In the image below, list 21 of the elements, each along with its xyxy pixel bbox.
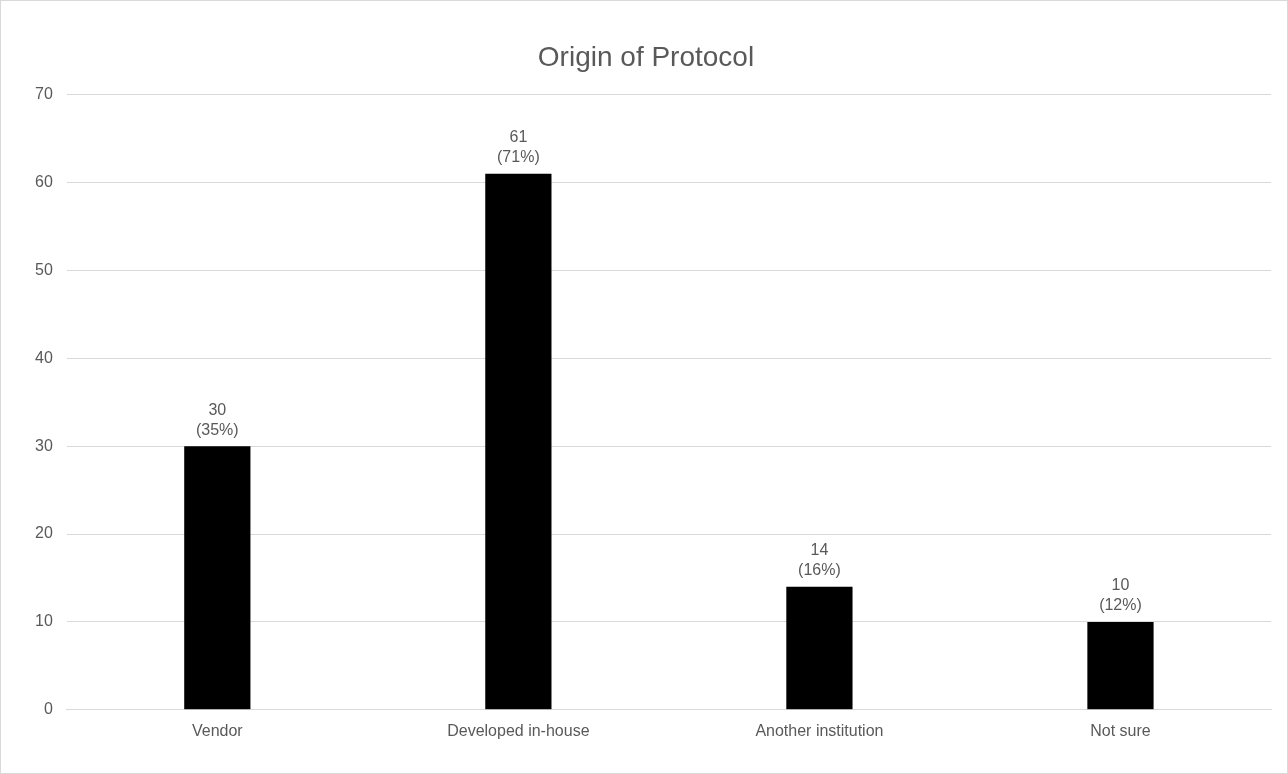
y-tick-label: 20 [35,524,53,542]
x-tick-label: Developed in-house [447,721,590,739]
bar [786,586,853,710]
x-tick-label: Vendor [191,721,244,739]
bar [184,446,251,710]
y-tick-label: 50 [35,260,53,278]
y-tick-label: 0 [43,700,53,718]
y-tick-label: 40 [35,348,53,366]
data-label: 30 (35%) [195,400,239,438]
bar [485,173,552,710]
chart-title: Origin of Protocol [537,40,755,72]
data-label: 14 (16%) [798,541,841,579]
x-tick-label: Another institution [755,721,884,739]
bar [1087,621,1154,710]
y-tick-label: 70 [35,85,53,103]
y-tick-label: 30 [35,436,53,454]
data-label: 61 (71%) [497,128,540,166]
y-tick-label: 10 [35,612,53,630]
x-tick-label: Not sure [1090,721,1151,739]
data-label: 10 (12%) [1099,576,1142,614]
y-tick-label: 60 [35,172,53,190]
